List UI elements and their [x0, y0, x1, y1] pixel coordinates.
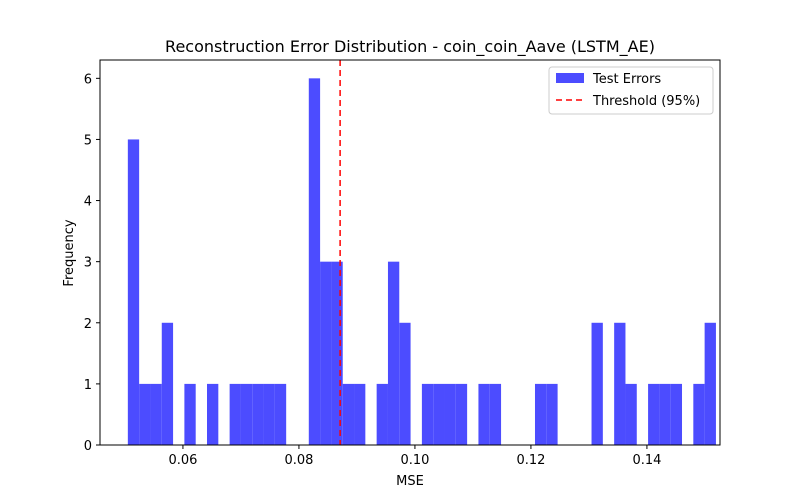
histogram-bar [127, 139, 140, 445]
histogram-bar [139, 383, 151, 445]
histogram-bar [308, 78, 321, 445]
chart-title: Reconstruction Error Distribution - coin… [165, 37, 655, 57]
histogram-bar [274, 383, 287, 445]
histogram-bar [546, 383, 558, 445]
y-axis-label: Frequency [62, 219, 77, 286]
legend-label-threshold: Threshold (95%) [592, 94, 700, 109]
histogram-bar [184, 383, 196, 445]
legend-swatch-test-errors [556, 73, 584, 83]
histogram-bar [320, 261, 332, 445]
x-tick-label: 0.12 [516, 453, 545, 468]
x-tick-label: 0.14 [632, 453, 661, 468]
y-tick-label: 4 [84, 195, 92, 210]
histogram-bar [534, 383, 547, 445]
histogram-bar [659, 383, 671, 445]
y-tick-label: 3 [84, 256, 92, 271]
histogram-bar [376, 383, 388, 445]
legend-box [548, 66, 714, 115]
y-tick-label: 2 [84, 317, 92, 332]
y-tick-label: 5 [84, 133, 92, 148]
histogram-bar [240, 383, 253, 445]
histogram-bar [455, 383, 468, 445]
histogram-bar [704, 322, 716, 445]
legend: Test Errors Threshold (95%) [548, 66, 714, 115]
x-tick-label: 0.06 [168, 453, 197, 468]
x-axis-ticks: 0.06 0.08 0.10 0.12 0.14 [168, 445, 661, 468]
histogram-bar [444, 383, 456, 445]
histogram-bar [614, 322, 626, 445]
histogram-bar [150, 383, 162, 445]
histogram-bar [693, 383, 705, 445]
y-tick-label: 6 [84, 72, 92, 87]
histogram-bar [478, 383, 490, 445]
histogram-bar [207, 383, 219, 445]
histogram-bar [342, 383, 355, 445]
bars-group [127, 78, 716, 445]
histogram-bar [331, 261, 343, 445]
histogram-bar [421, 383, 434, 445]
y-tick-label: 1 [84, 378, 92, 393]
plot-frame [99, 59, 721, 446]
histogram-bar [489, 383, 502, 445]
histogram-bar [670, 383, 683, 445]
histogram-bar [399, 322, 411, 445]
histogram-bar [433, 383, 445, 445]
x-tick-label: 0.08 [284, 453, 313, 468]
histogram-bar [263, 383, 275, 445]
x-axis-label: MSE [396, 474, 424, 489]
histogram-bar [354, 383, 366, 445]
histogram-bar [625, 383, 637, 445]
histogram-bar [591, 322, 603, 445]
histogram-bar [648, 383, 660, 445]
x-tick-label: 0.10 [400, 453, 429, 468]
histogram-bar [229, 383, 241, 445]
legend-label-test-errors: Test Errors [592, 72, 661, 87]
y-tick-label: 0 [84, 439, 92, 454]
histogram-bar [161, 322, 174, 445]
histogram-bar [387, 261, 400, 445]
y-axis-ticks: 0 1 2 3 4 5 6 [84, 72, 100, 454]
histogram-bar [252, 383, 264, 445]
